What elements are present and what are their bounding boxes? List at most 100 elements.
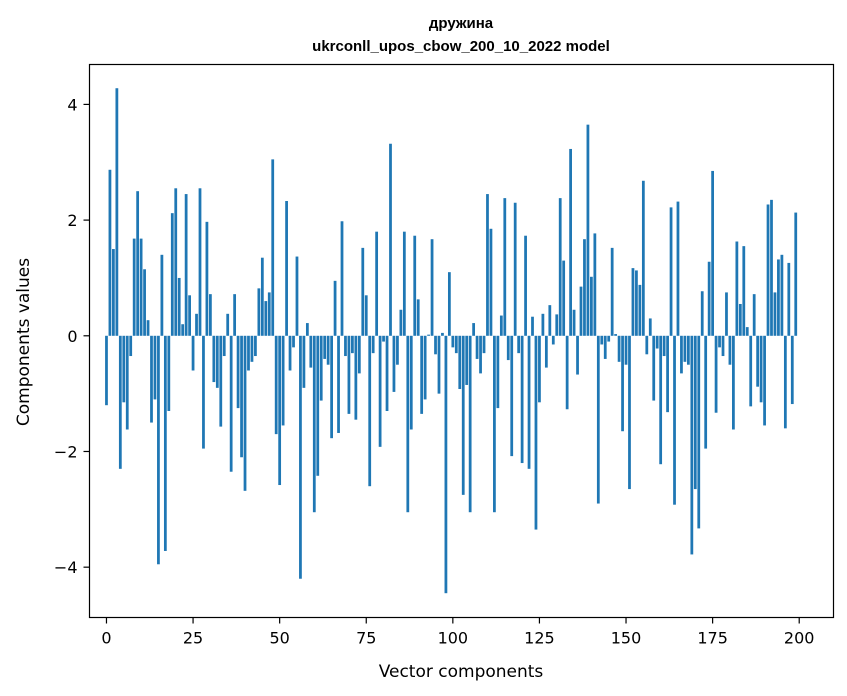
bar-34 — [222, 335, 226, 357]
bar-135 — [572, 309, 576, 336]
bar-179 — [725, 292, 728, 336]
bar-50 — [278, 335, 282, 486]
y-tick-label: 0 — [67, 327, 77, 346]
bar-12 — [146, 320, 150, 336]
bar-1 — [108, 169, 112, 336]
bar-4 — [118, 335, 122, 469]
bar-166 — [680, 335, 683, 374]
bar-144 — [603, 335, 607, 359]
bar-55 — [295, 256, 299, 336]
bar-198 — [790, 335, 794, 405]
bar-57 — [302, 335, 306, 388]
bar-62 — [319, 335, 323, 401]
bar-193 — [773, 292, 777, 336]
bar-125 — [538, 335, 541, 403]
bar-147 — [614, 334, 618, 336]
bar-126 — [541, 313, 545, 336]
bar-60 — [312, 335, 316, 513]
bar-155 — [641, 180, 645, 336]
bar-18 — [167, 335, 171, 411]
bar-122 — [527, 335, 531, 469]
bar-114 — [499, 315, 503, 336]
bar-99 — [447, 272, 451, 336]
bar-2 — [112, 249, 115, 336]
bar-82 — [389, 143, 392, 336]
bar-131 — [558, 198, 562, 336]
bar-124 — [534, 335, 538, 530]
bar-105 — [468, 335, 472, 513]
bar-19 — [170, 213, 174, 336]
bar-132 — [562, 260, 566, 336]
bar-15 — [157, 335, 160, 565]
bar-70 — [347, 335, 351, 414]
bar-109 — [482, 335, 486, 354]
bar-103 — [461, 335, 465, 495]
bar-3 — [115, 88, 119, 336]
bar-159 — [655, 335, 659, 349]
bar-65 — [330, 335, 333, 439]
bars-group — [105, 88, 798, 594]
bar-141 — [593, 233, 597, 336]
bar-184 — [742, 246, 746, 336]
bar-51 — [281, 335, 285, 426]
bar-163 — [669, 207, 673, 336]
plot-frame — [88, 63, 835, 619]
bar-42 — [250, 335, 254, 362]
bar-149 — [621, 335, 624, 432]
bar-187 — [752, 294, 756, 336]
bar-133 — [565, 335, 569, 410]
bar-156 — [645, 335, 649, 355]
bar-191 — [766, 204, 770, 336]
bar-197 — [787, 262, 791, 336]
bar-174 — [707, 261, 711, 336]
bar-0 — [105, 335, 108, 406]
bar-151 — [628, 335, 631, 490]
bar-112 — [493, 335, 496, 513]
bar-168 — [686, 335, 690, 365]
bar-21 — [177, 277, 181, 336]
bar-76 — [368, 335, 372, 487]
bar-72 — [354, 335, 358, 420]
bar-29 — [205, 221, 209, 336]
bar-94 — [430, 239, 434, 336]
bar-68 — [340, 221, 344, 336]
bar-145 — [607, 335, 611, 342]
bar-49 — [274, 335, 278, 435]
bar-100 — [451, 335, 455, 348]
bar-45 — [260, 257, 264, 336]
bar-80 — [382, 335, 385, 342]
bar-90 — [416, 299, 420, 336]
bar-16 — [160, 254, 164, 336]
bar-86 — [402, 231, 406, 336]
bar-79 — [378, 335, 382, 447]
bar-28 — [202, 335, 205, 449]
x-tick-label: 50 — [269, 629, 289, 648]
bar-66 — [333, 280, 337, 336]
bar-107 — [475, 335, 479, 359]
bar-170 — [693, 335, 697, 490]
x-tick-label: 25 — [183, 629, 203, 648]
bar-101 — [454, 335, 458, 354]
bar-139 — [586, 124, 590, 336]
bar-154 — [638, 284, 642, 336]
bar-183 — [738, 303, 742, 336]
bar-95 — [434, 335, 437, 355]
bar-142 — [596, 335, 600, 504]
y-tick-label: 4 — [67, 95, 77, 114]
bar-146 — [610, 247, 614, 336]
bar-41 — [247, 335, 250, 371]
bar-59 — [309, 335, 313, 368]
bar-136 — [576, 335, 579, 375]
bar-157 — [648, 318, 652, 336]
bar-77 — [371, 335, 375, 354]
bar-111 — [489, 228, 493, 336]
bar-169 — [690, 335, 694, 555]
bar-186 — [749, 335, 753, 407]
bar-192 — [770, 199, 773, 336]
bar-27 — [198, 188, 202, 336]
bar-120 — [520, 335, 524, 464]
bar-119 — [517, 335, 521, 354]
bar-104 — [465, 335, 469, 385]
bar-195 — [780, 254, 784, 336]
